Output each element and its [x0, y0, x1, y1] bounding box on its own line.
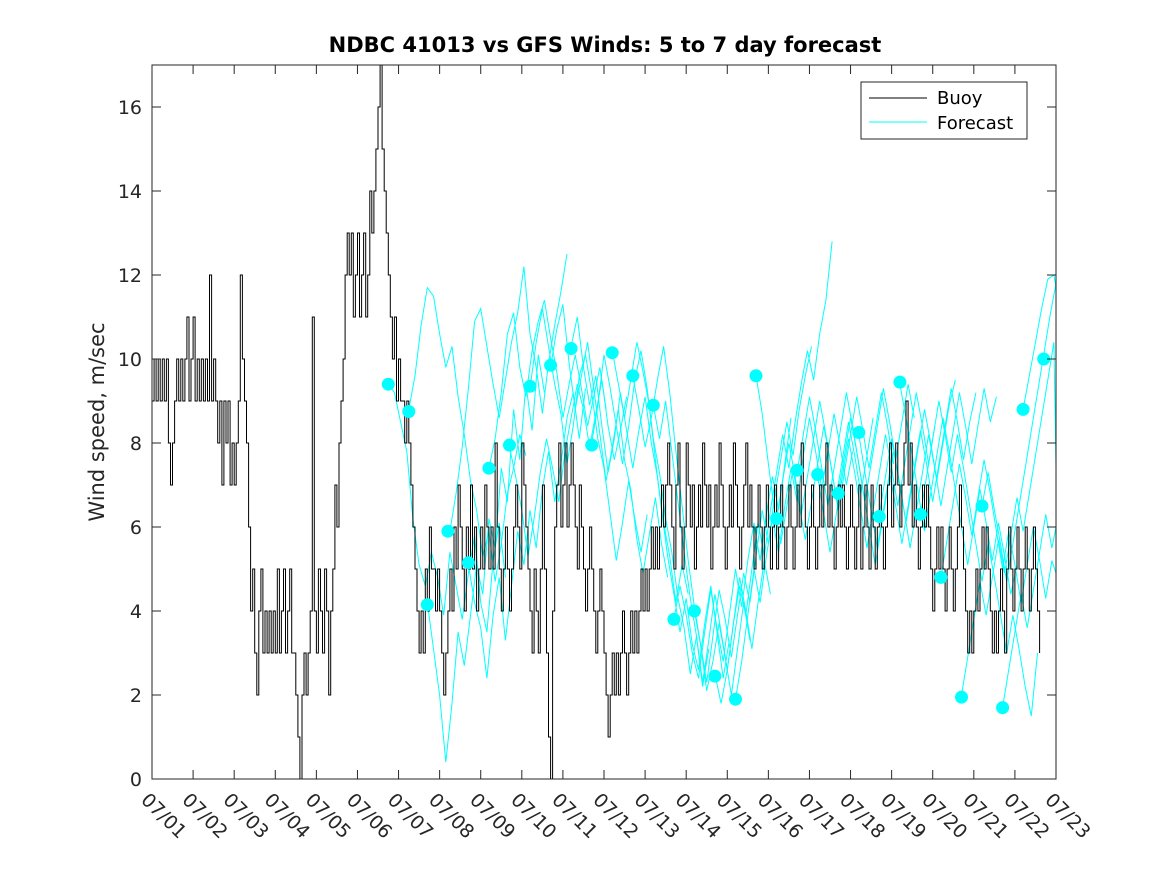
y-axis: 0 2 4 6 8 10 12 14 16 [118, 97, 1056, 791]
plot-area [151, 64, 1057, 780]
forecast-point [770, 512, 784, 526]
y-tick-label: 2 [130, 685, 142, 707]
forecast-point [544, 358, 558, 372]
legend-buoy-label: Buoy [937, 88, 983, 109]
forecast-point [872, 510, 886, 523]
forecast-point [831, 486, 845, 500]
forecast-point [420, 598, 434, 612]
forecast-series-line [714, 241, 833, 704]
forecast-point [585, 438, 599, 452]
y-axis-label: Wind speed, m/sec [85, 322, 109, 521]
forecast-series-line [878, 388, 997, 549]
forecast-series-line [570, 316, 689, 603]
forecast-point [381, 377, 395, 391]
y-tick-label: 0 [130, 769, 142, 791]
legend-forecast-label: Forecast [937, 113, 1013, 134]
y-tick-label: 4 [130, 601, 142, 623]
forecast-point [852, 426, 866, 439]
legend-box [860, 81, 1028, 140]
forecast-series-line [467, 388, 586, 679]
forecast-series-line [387, 383, 506, 633]
forecast-series-line [652, 400, 771, 683]
forecast-point [1016, 402, 1030, 416]
forecast-point [503, 438, 516, 452]
y-tick-label: 14 [118, 181, 142, 203]
y-tick-label: 8 [130, 433, 142, 455]
forecast-point [913, 507, 927, 521]
forecast-point [1037, 352, 1051, 366]
forecast-point [687, 604, 701, 618]
forecast-series-line [509, 379, 628, 557]
chart-title: NDBC 41013 vs GFS Winds: 5 to 7 day fore… [329, 33, 882, 57]
forecast-point [934, 570, 948, 584]
forecast-point [523, 379, 537, 393]
forecast-point [729, 692, 742, 706]
forecast-series-line [817, 392, 936, 553]
forecast-point [646, 398, 660, 412]
forecast-lines [387, 241, 1057, 763]
forecast-point [461, 556, 475, 570]
forecast-series-line [529, 308, 648, 561]
forecast-point [667, 612, 681, 626]
legend: Buoy Forecast [860, 81, 1028, 140]
y-tick-label: 16 [118, 97, 142, 119]
forecast-series-line [1002, 514, 1057, 708]
forecast-point [749, 369, 763, 383]
forecast-series-line [673, 417, 792, 679]
forecast-point [975, 499, 989, 513]
forecast-series-line [735, 413, 854, 700]
forecast-point [482, 461, 496, 475]
forecast-point [441, 524, 455, 538]
forecast-point [955, 690, 968, 704]
forecast-point [564, 342, 578, 355]
forecast-point [996, 701, 1010, 715]
y-tick-label: 6 [130, 517, 142, 539]
y-tick-label: 12 [118, 265, 142, 287]
forecast-series-line [858, 388, 977, 549]
forecast-series-line [940, 459, 1057, 603]
forecast-markers [381, 342, 1051, 715]
axes-background [152, 65, 1056, 779]
forecast-series-line [919, 400, 1038, 717]
forecast-point [811, 468, 825, 481]
forecast-series-line [426, 354, 545, 763]
forecast-series-line [488, 300, 607, 469]
forecast-point [790, 463, 804, 477]
forecast-point [605, 346, 619, 360]
y-tick-label: 10 [118, 349, 142, 371]
forecast-point [626, 369, 640, 383]
forecast-point [893, 375, 907, 389]
forecast-series-line [449, 253, 568, 532]
forecast-series-line [408, 286, 527, 582]
forecast-point [402, 405, 416, 418]
forecast-point [708, 669, 722, 683]
